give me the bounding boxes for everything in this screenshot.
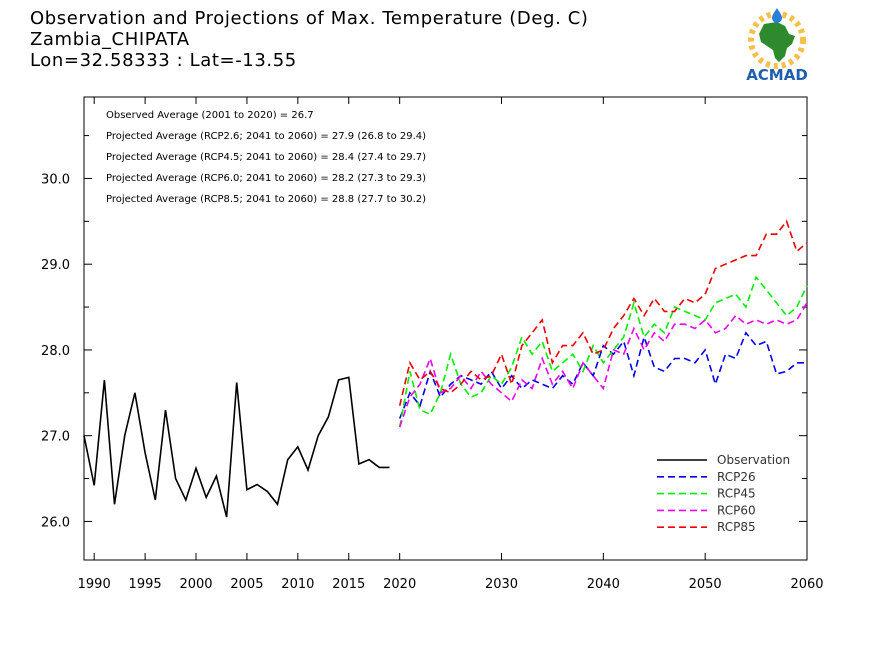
station-name: Zambia_CHIPATA bbox=[30, 29, 190, 50]
x-tick-label: 2020 bbox=[383, 577, 416, 592]
series-line-rcp85 bbox=[398, 219, 808, 406]
x-tick-label: 2005 bbox=[230, 577, 263, 592]
x-tick-label: 2000 bbox=[179, 577, 212, 592]
africa-map-shape bbox=[759, 22, 795, 62]
chart-title: Observation and Projections of Max. Temp… bbox=[30, 8, 589, 29]
logo-text: ACMAD bbox=[746, 66, 808, 84]
y-tick-label: 27.0 bbox=[41, 430, 70, 445]
x-tick-label: 2040 bbox=[587, 577, 620, 592]
plot-frame bbox=[83, 96, 808, 561]
water-drop-icon bbox=[772, 8, 782, 23]
stats-annotations: Observed Average (2001 to 2020) = 26.7 P… bbox=[106, 110, 426, 205]
y-tick-label: 26.0 bbox=[41, 515, 70, 530]
stat-rcp45-average: Projected Average (RCP4.5; 2041 to 2060)… bbox=[106, 152, 426, 163]
stat-rcp85-average: Projected Average (RCP8.5; 2041 to 2060)… bbox=[106, 194, 426, 205]
x-tick-label: 1990 bbox=[78, 577, 111, 592]
legend-label-rcp60: RCP60 bbox=[717, 503, 756, 517]
series-line-observation bbox=[83, 376, 390, 518]
y-tick-label: 29.0 bbox=[41, 258, 70, 273]
x-tick-label: 2060 bbox=[790, 577, 823, 592]
x-tick-label: 2030 bbox=[485, 577, 518, 592]
axes: 26.0 27.0 28.0 29.0 30.0 1990 1995 2000 2005 2010… bbox=[41, 96, 824, 592]
x-tick-label: 1995 bbox=[129, 577, 162, 592]
legend-label-rcp45: RCP45 bbox=[717, 487, 756, 501]
x-tick-label: 2050 bbox=[689, 577, 722, 592]
y-tick-label: 30.0 bbox=[41, 172, 70, 187]
station-coordinates: Lon=32.58333 : Lat=-13.55 bbox=[30, 50, 297, 71]
legend: Observation RCP26 RCP45 RCP60 RCP85 bbox=[657, 453, 790, 534]
y-tick-label: 28.0 bbox=[41, 344, 70, 359]
title-block: Observation and Projections of Max. Temp… bbox=[30, 8, 589, 71]
series-lines bbox=[83, 219, 808, 518]
legend-label-rcp85: RCP85 bbox=[717, 520, 756, 534]
legend-label-rcp26: RCP26 bbox=[717, 470, 756, 484]
series-line-rcp26 bbox=[398, 331, 807, 419]
stat-rcp26-average: Projected Average (RCP2.6; 2041 to 2060)… bbox=[106, 131, 426, 142]
series-line-rcp60 bbox=[398, 302, 808, 428]
stat-observed-average: Observed Average (2001 to 2020) = 26.7 bbox=[106, 110, 314, 121]
stat-rcp60-average: Projected Average (RCP6.0; 2041 to 2060)… bbox=[106, 173, 426, 184]
x-tick-label: 2010 bbox=[281, 577, 314, 592]
legend-label-observation: Observation bbox=[717, 453, 790, 467]
series-line-rcp45 bbox=[398, 275, 808, 428]
x-tick-label: 2015 bbox=[332, 577, 365, 592]
africa-sun-logo-icon: ACMAD bbox=[746, 8, 808, 84]
